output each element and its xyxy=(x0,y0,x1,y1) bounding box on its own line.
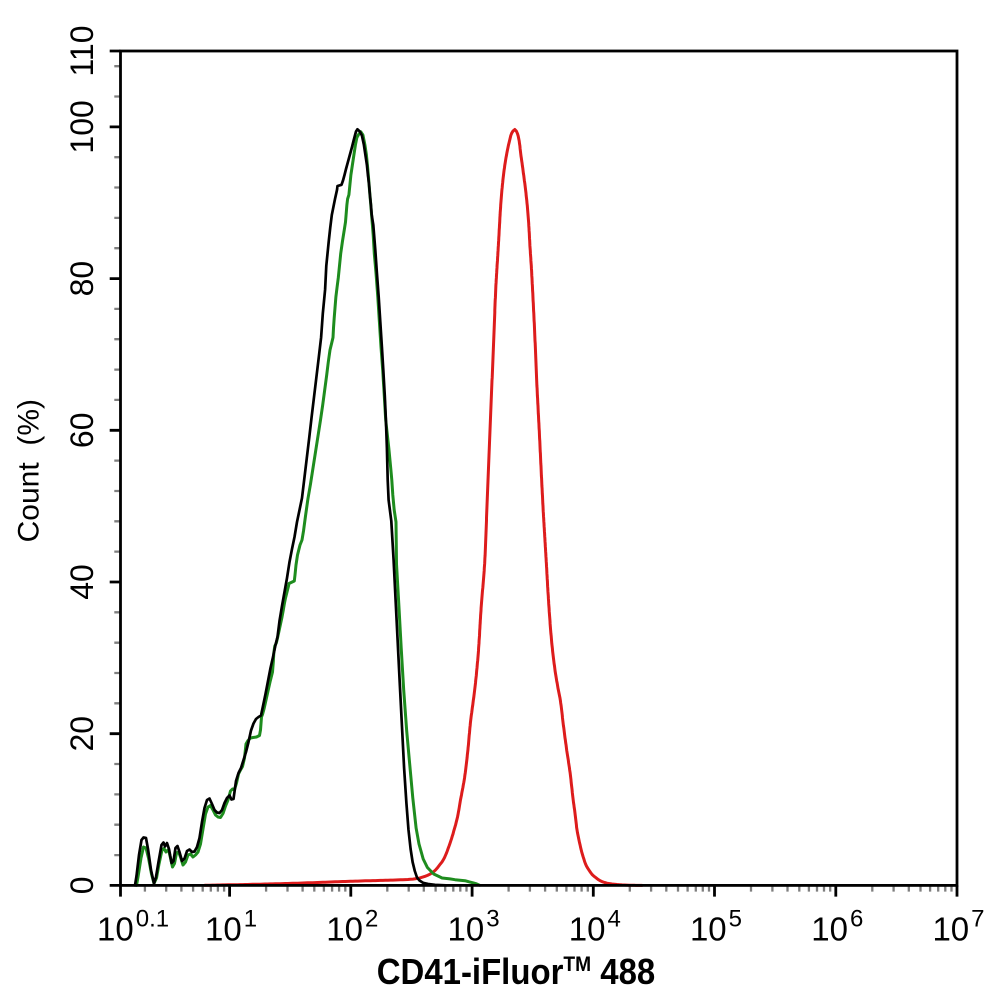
svg-text:0: 0 xyxy=(64,877,100,895)
svg-text:110: 110 xyxy=(64,25,100,76)
svg-text:60: 60 xyxy=(64,413,100,449)
svg-text:103: 103 xyxy=(448,906,500,948)
svg-text:CD41-iFluorTM 488: CD41-iFluorTM 488 xyxy=(377,953,655,993)
svg-text:20: 20 xyxy=(64,716,100,752)
svg-text:40: 40 xyxy=(64,564,100,600)
svg-text:100: 100 xyxy=(64,100,100,153)
svg-text:105: 105 xyxy=(690,906,742,948)
svg-text:Count (%): Count (%) xyxy=(13,399,46,542)
svg-text:100.1: 100.1 xyxy=(97,906,169,948)
svg-text:80: 80 xyxy=(64,261,100,297)
